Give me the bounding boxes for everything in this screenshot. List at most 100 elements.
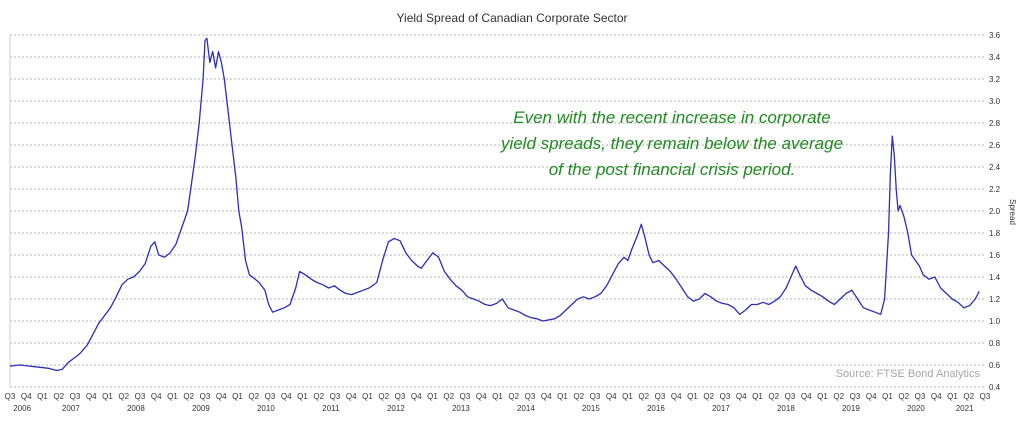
x-tick-label: Q1 bbox=[167, 392, 178, 401]
year-label: 2013 bbox=[452, 404, 470, 413]
x-tick-label: Q2 bbox=[248, 392, 259, 401]
x-tick-label: Q2 bbox=[573, 392, 584, 401]
x-tick-label: Q3 bbox=[200, 392, 211, 401]
x-tick-label: Q3 bbox=[460, 392, 471, 401]
x-tick-label: Q2 bbox=[833, 392, 844, 401]
x-tick-label: Q2 bbox=[443, 392, 454, 401]
y-tick-label: 3.6 bbox=[989, 31, 1001, 40]
year-label: 2018 bbox=[777, 404, 795, 413]
annotation-box: Even with the recent increase in corpora… bbox=[500, 108, 843, 179]
y-tick-label: 1.6 bbox=[989, 251, 1001, 260]
x-tick-label: Q4 bbox=[346, 392, 357, 401]
y-tick-label: 1.8 bbox=[989, 229, 1001, 238]
annotation-line-2: yield spreads, they remain below the ave… bbox=[500, 134, 843, 153]
x-tick-label: Q4 bbox=[411, 392, 422, 401]
x-tick-label: Q2 bbox=[378, 392, 389, 401]
x-tick-label: Q2 bbox=[508, 392, 519, 401]
year-label: 2019 bbox=[842, 404, 860, 413]
x-tick-label: Q1 bbox=[687, 392, 698, 401]
year-label: 2020 bbox=[907, 404, 925, 413]
y-axis-title: Spread bbox=[1008, 199, 1017, 225]
x-tick-label: Q3 bbox=[980, 392, 991, 401]
x-tick-label: Q1 bbox=[752, 392, 763, 401]
x-tick-label: Q3 bbox=[330, 392, 341, 401]
x-tick-label: Q2 bbox=[183, 392, 194, 401]
x-tick-label: Q3 bbox=[785, 392, 796, 401]
source-note: Source: FTSE Bond Analytics bbox=[836, 368, 981, 380]
x-tick-label: Q2 bbox=[963, 392, 974, 401]
x-tick-label: Q1 bbox=[817, 392, 828, 401]
y-tick-label: 0.4 bbox=[989, 383, 1001, 392]
year-label: 2014 bbox=[517, 404, 535, 413]
x-tick-label: Q4 bbox=[671, 392, 682, 401]
x-tick-label: Q4 bbox=[151, 392, 162, 401]
y-tick-label: 0.6 bbox=[989, 361, 1001, 370]
y-tick-label: 2.2 bbox=[989, 185, 1001, 194]
series-line bbox=[9, 37, 980, 372]
x-tick-label: Q2 bbox=[898, 392, 909, 401]
y-tick-label: 3.0 bbox=[989, 97, 1001, 106]
x-tick-label: Q2 bbox=[53, 392, 64, 401]
y-tick-label: 2.0 bbox=[989, 207, 1001, 216]
x-tick-label: Q1 bbox=[882, 392, 893, 401]
x-tick-label: Q1 bbox=[102, 392, 113, 401]
x-tick-label: Q3 bbox=[135, 392, 146, 401]
y-tick-label: 3.4 bbox=[989, 53, 1001, 62]
x-tick-label: Q4 bbox=[21, 392, 32, 401]
x-tick-label: Q1 bbox=[37, 392, 48, 401]
x-tick-label: Q4 bbox=[216, 392, 227, 401]
x-tick-label: Q3 bbox=[590, 392, 601, 401]
x-tick-label: Q4 bbox=[541, 392, 552, 401]
x-tick-label: Q1 bbox=[557, 392, 568, 401]
annotation-line-1: Even with the recent increase in corpora… bbox=[513, 108, 831, 127]
x-tick-label: Q4 bbox=[931, 392, 942, 401]
year-label: 2015 bbox=[582, 404, 600, 413]
year-label: 2012 bbox=[387, 404, 405, 413]
year-label: 2017 bbox=[712, 404, 730, 413]
x-tick-label: Q2 bbox=[118, 392, 129, 401]
year-label: 2008 bbox=[127, 404, 145, 413]
y-tick-label: 2.8 bbox=[989, 119, 1001, 128]
x-tick-label: Q3 bbox=[655, 392, 666, 401]
grid-lines bbox=[9, 34, 985, 388]
year-label: 2011 bbox=[322, 404, 340, 413]
x-tick-label: Q1 bbox=[297, 392, 308, 401]
x-tick-label: Q3 bbox=[5, 392, 16, 401]
x-tick-label: Q4 bbox=[86, 392, 97, 401]
y-tick-label: 1.2 bbox=[989, 295, 1001, 304]
x-tick-label: Q2 bbox=[638, 392, 649, 401]
x-tick-label: Q1 bbox=[232, 392, 243, 401]
x-tick-label: Q1 bbox=[622, 392, 633, 401]
x-tick-label: Q1 bbox=[947, 392, 958, 401]
annotation-line-3: of the post financial crisis period. bbox=[549, 160, 796, 179]
year-label: 2007 bbox=[62, 404, 80, 413]
y-tick-label: 0.8 bbox=[989, 339, 1001, 348]
x-tick-label: Q3 bbox=[265, 392, 276, 401]
x-tick-label: Q3 bbox=[850, 392, 861, 401]
y-tick-label: 2.6 bbox=[989, 141, 1001, 150]
x-axis-ticks: Q3 Q4 Q1 Q2 Q3 Q4 Q1 Q2 Q3 Q4 Q1 Q2 Q3 Q4 Q1 Q2 Q3 Q4 Q1 Q2… bbox=[5, 392, 991, 413]
y-tick-label: 1.0 bbox=[989, 317, 1001, 326]
x-tick-label: Q1 bbox=[492, 392, 503, 401]
x-tick-label: Q3 bbox=[915, 392, 926, 401]
x-tick-label: Q1 bbox=[362, 392, 373, 401]
y-tick-label: 2.4 bbox=[989, 163, 1001, 172]
x-tick-label: Q4 bbox=[606, 392, 617, 401]
series-group bbox=[9, 37, 980, 372]
x-tick-label: Q3 bbox=[720, 392, 731, 401]
x-tick-label: Q4 bbox=[801, 392, 812, 401]
x-tick-label: Q4 bbox=[281, 392, 292, 401]
y-tick-label: 3.2 bbox=[989, 75, 1001, 84]
x-tick-label: Q3 bbox=[395, 392, 406, 401]
x-tick-label: Q4 bbox=[736, 392, 747, 401]
year-label: 2009 bbox=[192, 404, 210, 413]
x-tick-label: Q2 bbox=[768, 392, 779, 401]
year-label: 2010 bbox=[257, 404, 275, 413]
year-label: 2016 bbox=[647, 404, 665, 413]
year-label: 2021 bbox=[956, 404, 974, 413]
x-tick-label: Q3 bbox=[525, 392, 536, 401]
x-tick-label: Q3 bbox=[70, 392, 81, 401]
x-tick-label: Q4 bbox=[476, 392, 487, 401]
x-tick-label: Q2 bbox=[313, 392, 324, 401]
